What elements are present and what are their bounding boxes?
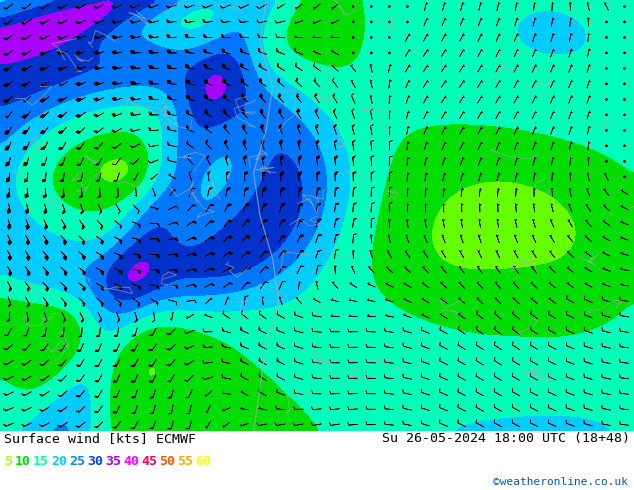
Text: 50: 50 bbox=[159, 455, 175, 467]
Text: 60: 60 bbox=[195, 455, 211, 467]
Text: 15: 15 bbox=[33, 455, 49, 467]
Text: 25: 25 bbox=[69, 455, 85, 467]
Text: 55: 55 bbox=[177, 455, 193, 467]
Text: 10: 10 bbox=[15, 455, 31, 467]
Text: 5: 5 bbox=[4, 455, 12, 467]
Text: Su 26-05-2024 18:00 UTC (18+48): Su 26-05-2024 18:00 UTC (18+48) bbox=[382, 432, 630, 445]
Text: ©weatheronline.co.uk: ©weatheronline.co.uk bbox=[493, 477, 628, 487]
Text: Surface wind [kts] ECMWF: Surface wind [kts] ECMWF bbox=[4, 432, 196, 445]
Text: 45: 45 bbox=[141, 455, 157, 467]
Text: 20: 20 bbox=[51, 455, 67, 467]
Text: 40: 40 bbox=[123, 455, 139, 467]
Text: 35: 35 bbox=[105, 455, 121, 467]
Text: 30: 30 bbox=[87, 455, 103, 467]
